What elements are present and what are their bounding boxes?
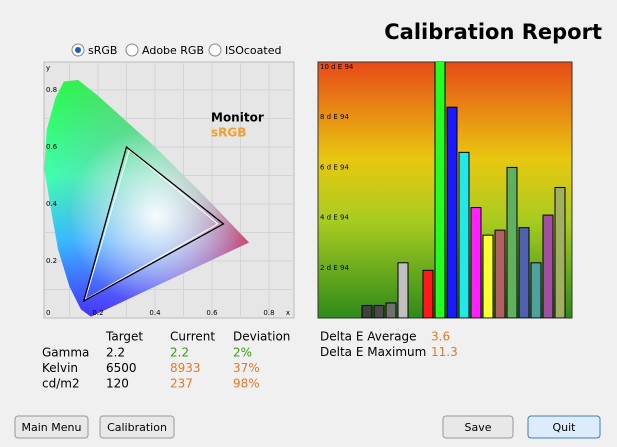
summary-label: Delta E Maximum — [320, 345, 426, 359]
x-axis-label: x — [286, 309, 290, 317]
bar — [554, 186, 566, 318]
radio-button[interactable] — [125, 43, 139, 57]
current-value: 2.2 — [170, 346, 189, 360]
summary-value: 11.3 — [431, 345, 458, 359]
y-tick-label: 8 d E 94 — [320, 113, 349, 121]
target-value: 2.2 — [106, 346, 125, 360]
summary-label: Delta E Average — [320, 330, 417, 344]
row-label: Gamma — [42, 346, 89, 360]
x-tick-label: 0.4 — [149, 309, 161, 317]
radio-dot — [75, 47, 81, 53]
legend-entry: Monitor — [211, 111, 264, 125]
bars — [361, 62, 566, 318]
button-label[interactable]: Main Menu — [22, 421, 82, 434]
y-tick-label: 0.8 — [46, 86, 57, 94]
current-value: 237 — [170, 377, 193, 391]
column-header: Deviation — [233, 330, 290, 344]
y-tick-label: 0.4 — [46, 200, 58, 208]
bar — [422, 269, 434, 318]
row-label: Kelvin — [42, 361, 78, 375]
y-tick-label: 0.6 — [46, 143, 58, 151]
x-tick-label: 0.2 — [92, 309, 103, 317]
bar — [434, 62, 446, 318]
y-tick-label: 4 d E 94 — [320, 214, 349, 222]
srgb-gamut — [82, 145, 225, 303]
button-label[interactable]: Calibration — [107, 421, 167, 434]
bar — [530, 262, 542, 318]
button[interactable] — [14, 415, 89, 439]
button[interactable] — [442, 415, 514, 439]
deviation-value: 37% — [233, 361, 260, 375]
column-header: Target — [105, 330, 143, 344]
deviation-value: 98% — [233, 377, 260, 391]
button[interactable] — [99, 415, 175, 439]
y-tick-label: 10 d E 94 — [320, 63, 354, 71]
bar — [470, 207, 482, 318]
radio-label[interactable]: ISOcoated — [225, 44, 281, 57]
legend-entry: sRGB — [211, 126, 246, 140]
y-tick-label: 6 d E 94 — [320, 163, 349, 171]
radio-label[interactable]: sRGB — [88, 44, 117, 57]
row-label: cd/m2 — [42, 377, 80, 391]
radio-button[interactable] — [208, 43, 222, 57]
bar — [373, 304, 385, 318]
bar — [482, 234, 494, 318]
bar — [385, 302, 397, 318]
target-value: 120 — [106, 377, 129, 391]
bar — [361, 304, 373, 318]
bar — [446, 106, 458, 318]
report-title: Calibration Report — [384, 20, 602, 44]
target-value: 6500 — [106, 361, 137, 375]
deviation-value: 2% — [233, 346, 252, 360]
button[interactable] — [527, 415, 601, 439]
x-tick-label: 0.6 — [206, 309, 218, 317]
bar — [506, 166, 518, 318]
bar — [542, 214, 554, 318]
monitor-gamut — [84, 149, 219, 301]
radio-label[interactable]: Adobe RGB — [142, 44, 204, 57]
bar — [518, 227, 530, 318]
x-tick-label: 0.8 — [263, 309, 274, 317]
bar — [494, 229, 506, 318]
column-header: Current — [170, 330, 215, 344]
origin-label: 0 — [46, 309, 50, 317]
current-value: 8933 — [170, 361, 201, 375]
y-axis-label: y — [46, 64, 50, 72]
summary-value: 3.6 — [431, 330, 450, 344]
y-tick-label: 2 d E 94 — [320, 264, 349, 272]
button-label[interactable]: Save — [464, 421, 491, 434]
bar — [458, 151, 470, 318]
bar — [397, 262, 409, 318]
y-tick-label: 0.2 — [46, 257, 57, 265]
button-label[interactable]: Quit — [553, 421, 577, 434]
